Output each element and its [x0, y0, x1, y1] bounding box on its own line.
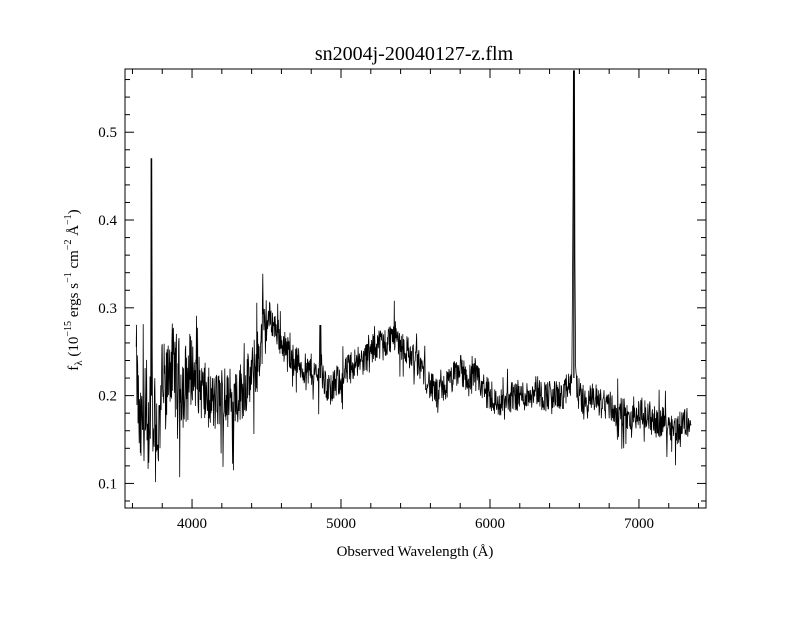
y-label-exp4: −1 [63, 214, 74, 225]
x-tick-label: 4000 [177, 516, 207, 532]
y-label-lambda: λ [73, 360, 85, 366]
y-tick-label: 0.4 [98, 213, 117, 229]
x-tick-label: 5000 [326, 516, 356, 532]
x-axis: 4000 5000 6000 7000 [131, 69, 700, 532]
y-label-exp3: −2 [63, 240, 74, 251]
y-tick-label: 0.1 [98, 476, 117, 492]
plot-frame [124, 68, 707, 509]
y-tick-label: 0.2 [98, 389, 117, 405]
y-label-f: f [66, 366, 82, 371]
spectrum-line [135, 70, 692, 483]
y-label-open: (10 [66, 337, 82, 361]
y-axis: 0.1 0.2 0.3 0.4 0.5 [98, 79, 706, 502]
y-label-angstrom: Å [66, 225, 82, 240]
y-tick-label: 0.5 [98, 125, 117, 141]
y-label-close: ) [66, 209, 82, 214]
x-axis-label: Observed Wavelength (Å) [337, 544, 494, 560]
y-tick-label: 0.3 [98, 301, 117, 317]
x-tick-label: 6000 [475, 516, 505, 532]
y-axis-label: fλ (10−15 ergs s−1 cm−2 Å−1) [63, 209, 85, 370]
chart-title: sn2004j-20040127-z.flm [315, 43, 514, 65]
x-tick-label: 7000 [624, 516, 654, 532]
y-label-ergs: ergs s [66, 283, 82, 321]
y-label-cm: cm [66, 250, 82, 272]
y-label-exp1: −15 [63, 321, 74, 337]
y-label-exp2: −1 [63, 272, 74, 283]
